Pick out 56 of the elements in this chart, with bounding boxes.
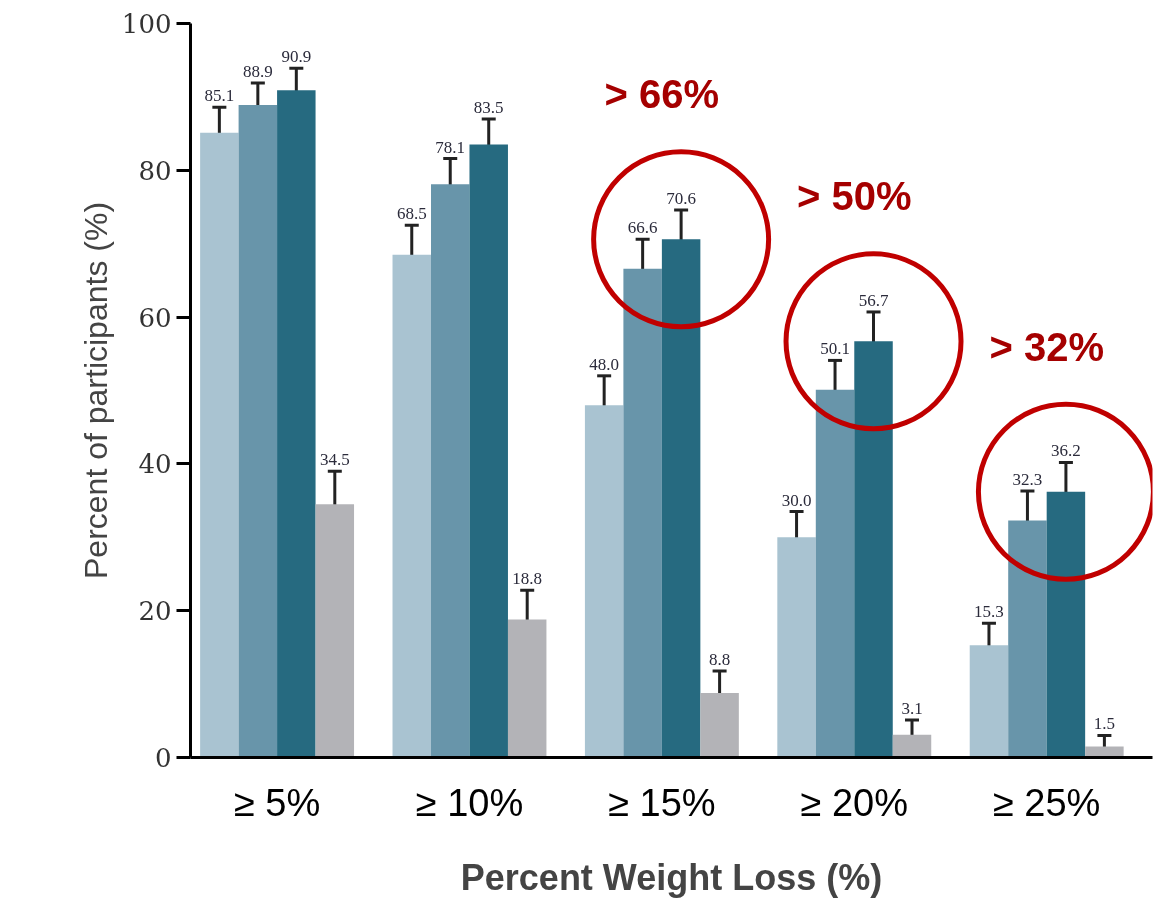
x-tick-label: ≥ 20% xyxy=(800,781,909,824)
y-tick-label: 0 xyxy=(154,743,172,773)
data-label: 1.5 xyxy=(1093,714,1116,734)
bar xyxy=(507,619,547,758)
data-label: 32.3 xyxy=(1012,470,1043,490)
data-label: 56.7 xyxy=(858,290,889,310)
data-label: 78.1 xyxy=(435,137,466,157)
bar xyxy=(777,537,816,758)
annotation: > 66% xyxy=(604,72,720,117)
y-tick-label: 80 xyxy=(138,155,172,186)
bar xyxy=(315,504,355,758)
x-tick-label: ≥ 10% xyxy=(415,781,524,824)
bar xyxy=(854,341,893,758)
data-label: 36.2 xyxy=(1051,441,1081,461)
data-label: 3.1 xyxy=(901,699,923,719)
data-label: 83.5 xyxy=(473,97,504,117)
y-tick-label: 100 xyxy=(121,9,172,39)
bar xyxy=(431,184,470,758)
x-tick-label: ≥ 25% xyxy=(992,781,1101,824)
bar xyxy=(584,405,624,758)
data-label: 70.6 xyxy=(666,188,696,208)
y-axis-title: Percent of participants (%) xyxy=(77,201,114,580)
bar xyxy=(1046,491,1086,758)
data-label: 88.9 xyxy=(242,61,273,81)
bar xyxy=(1008,520,1047,758)
bar xyxy=(469,144,508,758)
data-label: 34.5 xyxy=(319,450,350,470)
bar xyxy=(277,90,316,758)
bar xyxy=(815,389,855,758)
data-label: 30.0 xyxy=(781,490,812,510)
bar xyxy=(200,132,239,758)
data-label: 68.5 xyxy=(396,204,427,224)
y-tick-label: 40 xyxy=(138,449,172,480)
x-axis-title: Percent Weight Loss (%) xyxy=(460,856,883,898)
data-label: 85.1 xyxy=(204,86,235,106)
data-label: 90.9 xyxy=(281,47,312,67)
y-tick-label: 60 xyxy=(138,302,172,333)
data-label: 66.6 xyxy=(627,218,658,238)
x-tick-label: ≥ 5% xyxy=(233,781,321,824)
bar xyxy=(238,104,278,758)
data-label: 18.8 xyxy=(512,569,543,589)
annotation: > 32% xyxy=(989,324,1104,369)
bar xyxy=(892,734,932,758)
bar xyxy=(969,645,1009,758)
bar xyxy=(661,239,701,758)
bar xyxy=(392,254,431,758)
x-tick-label: ≥ 15% xyxy=(608,781,716,824)
data-label: 48.0 xyxy=(589,354,620,374)
bar xyxy=(700,692,739,758)
data-label: 15.3 xyxy=(974,602,1004,622)
annotation: > 50% xyxy=(797,174,912,219)
bar xyxy=(623,268,662,758)
y-tick-label: 20 xyxy=(138,596,172,627)
bar xyxy=(1085,746,1124,758)
data-label: 50.1 xyxy=(820,339,850,359)
data-label: 8.8 xyxy=(708,649,731,669)
